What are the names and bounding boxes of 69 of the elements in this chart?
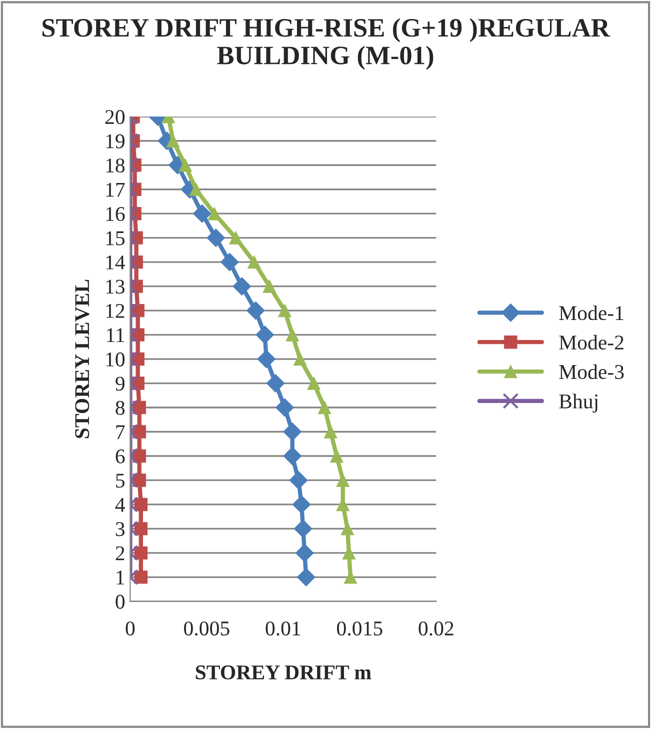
point <box>336 474 350 487</box>
y-tick-label: 15 <box>106 231 125 246</box>
point <box>330 449 344 463</box>
y-tick-label: 20 <box>105 110 125 124</box>
y-tick-label: 2 <box>116 546 124 560</box>
point <box>134 522 148 536</box>
point <box>229 231 242 244</box>
y-tick-label: 14 <box>106 256 126 270</box>
y-tick-label: 12 <box>106 304 124 318</box>
legend-label: Mode-1 <box>559 305 624 320</box>
legend-label: Mode-3 <box>559 364 624 380</box>
point <box>134 570 148 584</box>
point <box>256 326 274 344</box>
point <box>340 522 354 536</box>
y-tick-label: 4 <box>115 498 126 512</box>
y-tick-label: 10 <box>106 352 125 366</box>
y-axis-title: STOREY LEVEL <box>75 280 90 438</box>
x-tick-label: 0.015 <box>337 621 382 636</box>
y-tick-label: 5 <box>116 474 125 488</box>
y-tick-label: 17 <box>106 182 125 197</box>
y-tick-label: 18 <box>106 158 125 173</box>
y-tick-label: 13 <box>106 280 125 294</box>
point <box>276 398 294 417</box>
y-tick-label: 6 <box>116 449 125 464</box>
legend-label: Bhuj <box>559 394 598 413</box>
x-tick-label: 0 <box>126 621 135 636</box>
point <box>257 350 276 368</box>
point <box>134 546 148 560</box>
point <box>266 374 285 392</box>
point <box>220 252 239 272</box>
point <box>294 520 312 538</box>
y-tick-label: 3 <box>116 522 125 536</box>
point <box>295 544 314 562</box>
point <box>178 158 192 172</box>
point <box>292 495 311 514</box>
point <box>248 255 261 269</box>
x-tick-label: 0.01 <box>266 621 300 636</box>
point <box>307 376 320 390</box>
point <box>278 304 292 318</box>
point <box>232 277 252 296</box>
point <box>283 422 302 441</box>
point <box>318 400 332 414</box>
point <box>262 280 276 293</box>
y-tick-label: 16 <box>106 207 125 222</box>
point <box>296 568 316 586</box>
point <box>208 206 221 220</box>
point <box>246 301 265 320</box>
point <box>134 498 148 512</box>
y-tick-label: 7 <box>116 425 125 439</box>
legend-label: Mode-2 <box>559 334 624 350</box>
point <box>206 228 226 248</box>
point <box>192 204 212 223</box>
point <box>324 425 338 438</box>
chart-title: STOREY DRIFT HIGH-RISE (G+19 )REGULAR BUILDING (M-01) <box>42 18 610 70</box>
point <box>166 134 180 148</box>
point <box>293 352 307 366</box>
point <box>286 328 299 342</box>
x-axis-title: STOREY DRIFT m <box>196 665 372 680</box>
x-tick-label: 0.005 <box>184 621 230 636</box>
point <box>289 471 308 490</box>
y-tick-label: 1 <box>116 570 124 584</box>
point <box>189 182 203 196</box>
point <box>283 446 302 466</box>
y-tick-label: 8 <box>116 400 125 415</box>
x-tick-label: 0.02 <box>418 621 454 636</box>
y-tick-label: 0 <box>116 594 125 609</box>
y-tick-label: 11 <box>107 328 124 342</box>
y-tick-label: 19 <box>106 134 124 148</box>
y-tick-label: 9 <box>116 376 124 391</box>
